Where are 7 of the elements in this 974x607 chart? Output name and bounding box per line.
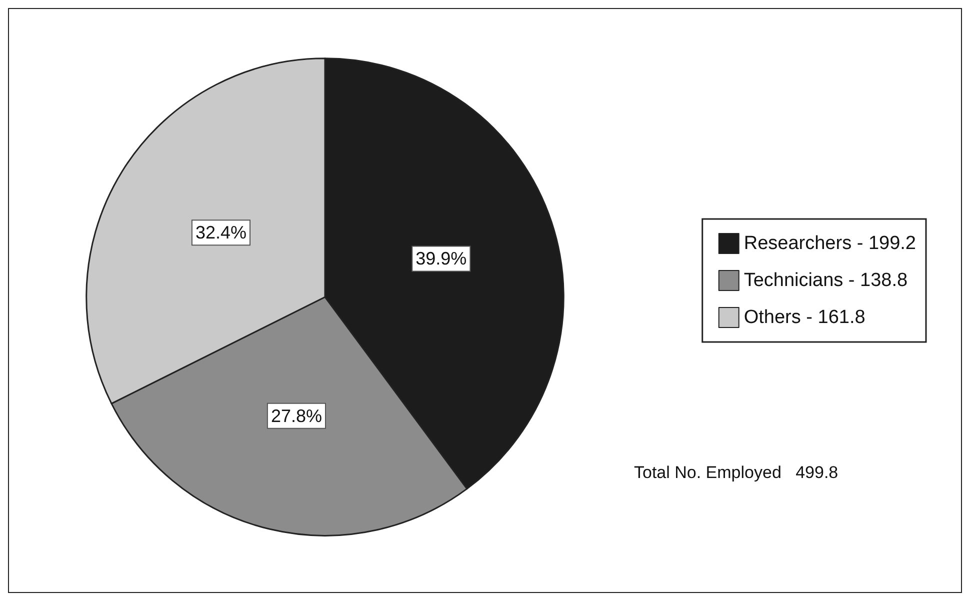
data-label: 32.4% [195, 222, 247, 243]
legend-label: Researchers - 199.2 [744, 233, 916, 254]
legend-label: Technicians - 138.8 [744, 270, 908, 291]
data-label: 27.8% [270, 406, 322, 426]
legend-label: Others - 161.8 [744, 307, 866, 328]
data-label: 39.9% [416, 248, 467, 269]
text: Total No. Employed 499.8 [634, 463, 838, 482]
